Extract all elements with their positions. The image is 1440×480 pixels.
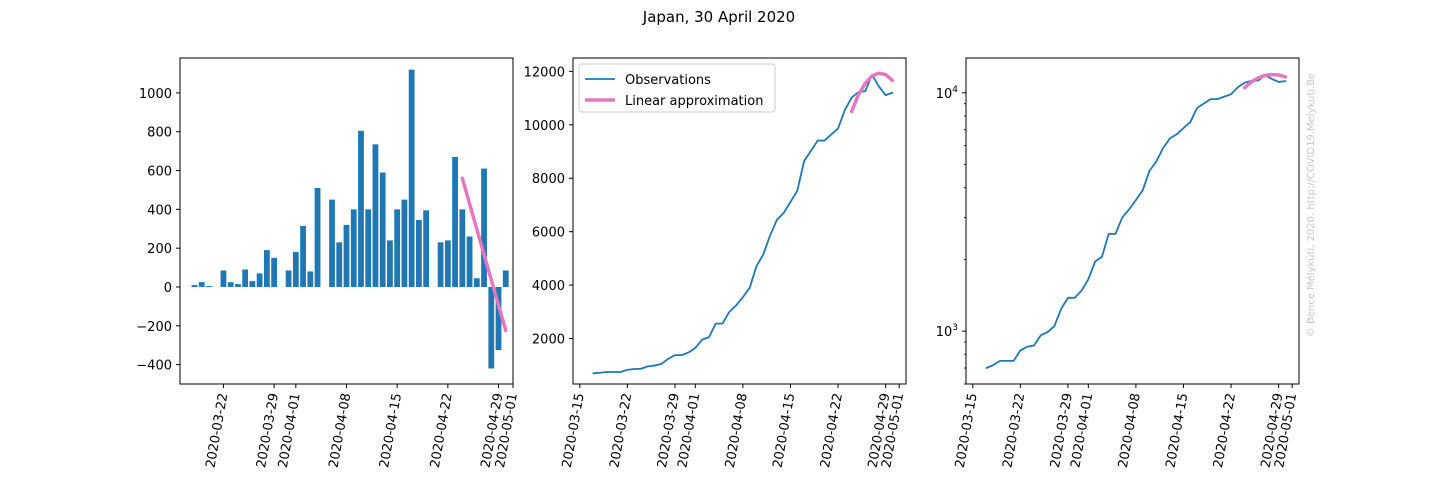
x-tick-label: 2020-04-08 [723,392,751,469]
bar-2020-04-11 [365,209,372,287]
legend-label: Observations [625,73,711,88]
linear-approximation-line [849,71,895,114]
bar-2020-04-14 [387,240,393,287]
bar-2020-04-17 [408,69,415,287]
bar-2020-04-24 [459,209,466,287]
x-tick-label: 2020-03-22 [607,392,635,469]
x-tick-label: 2020-03-15 [953,392,981,469]
legend-label: Linear approximation [625,94,763,109]
bar-2020-04-01 [292,252,299,287]
copyright-watermark: © Bence Mélykúti, 2020. http://COVID19.M… [1305,73,1317,337]
bar-2020-03-22 [220,270,227,287]
x-tick-label: 2020-04-22 [818,392,846,469]
bar-2020-04-26 [473,278,480,287]
y-tick-label: 400 [147,203,172,218]
bar-2020-04-13 [379,172,386,287]
bar-2020-04-27 [481,168,487,287]
y-tick-label: 6000 [532,226,565,241]
bar-2020-03-19 [198,282,205,287]
bar-2020-03-18 [191,285,198,287]
bar-2020-03-23 [227,282,234,287]
bar-2020-04-21 [437,242,444,287]
y-tick-label: 0 [164,281,172,296]
bar-2020-04-18 [415,220,422,287]
bar-2020-04-03 [307,271,314,287]
x-tick-label: 2020-04-08 [1116,392,1144,469]
bar-2020-04-09 [350,209,357,287]
y-tick-label: −400 [136,359,172,374]
bar-2020-04-12 [372,144,379,287]
bar-2020-04-25 [466,236,473,287]
y-tick-label: 1000 [139,87,172,102]
bar-2020-03-20 [206,286,212,287]
bar-2020-04-22 [444,240,451,287]
axes-frame [572,57,907,385]
y-tick-label: −200 [136,320,172,335]
bar-2020-04-02 [300,225,306,287]
axes-frame [965,57,1300,385]
y-tick-label: 8000 [532,172,565,187]
y-tick-label: 2000 [532,333,565,348]
y-tick-label: 600 [147,165,172,180]
x-tick-label: 2020-04-08 [327,392,355,469]
x-tick-label: 2020-04-15 [771,392,799,469]
figure-title: Japan, 30 April 2020 [642,8,795,26]
legend-box [578,63,776,113]
bar-2020-04-04 [314,188,321,287]
x-tick-label: 2020-03-22 [203,392,231,469]
bar-2020-04-30 [502,270,509,287]
daily-change-bar-panel: −400 −200 0 200 400 600 800 1000 2020-03-22 2020-… [136,57,521,469]
bar-2020-04-10 [358,130,364,287]
y-tick-label: 4000 [532,279,565,294]
legend: Observations Linear approximation [578,63,776,113]
x-tick-label: 2020-04-15 [1164,392,1192,469]
bar-2020-03-28 [263,250,270,287]
bar-2020-04-29 [495,286,502,351]
bar-2020-04-07 [336,242,343,287]
y-tick-label: 800 [147,126,172,141]
x-tick-label: 2020-04-22 [428,392,456,469]
bar-2020-03-27 [256,273,263,287]
bar-2020-04-15 [394,209,401,287]
y-tick-label: 200 [147,242,172,257]
bar-2020-04-28 [488,286,495,369]
bar-2020-03-24 [235,284,241,287]
linear-approximation-line [460,176,508,333]
bar-2020-04-08 [343,224,350,287]
bar-2020-03-26 [249,281,256,287]
y-tick-label: 12000 [524,65,565,80]
bar-2020-03-31 [285,270,292,287]
y-tick-label: 10000 [524,119,565,134]
bar-2020-03-25 [242,269,249,287]
x-tick-label: 2020-03-15 [560,392,588,469]
bar-2020-03-29 [271,257,278,287]
y-tick-label: 104 [936,85,959,102]
linear-approximation-line [1242,72,1288,90]
y-tick-label: 103 [936,323,958,340]
x-tick-label: 2020-03-22 [1000,392,1028,469]
bar-2020-04-19 [423,210,430,287]
bar-2020-04-16 [401,199,408,287]
observations-line [985,74,1287,369]
bar-2020-04-06 [329,199,335,287]
x-tick-label: 2020-04-22 [1211,392,1239,469]
x-tick-label: 2020-04-15 [377,392,405,469]
bar-2020-04-23 [452,156,458,287]
cumulative-linear-panel: 2000 4000 6000 8000 10000 12000 2020-03-15 2020… [524,57,907,469]
observations-line [592,73,894,375]
